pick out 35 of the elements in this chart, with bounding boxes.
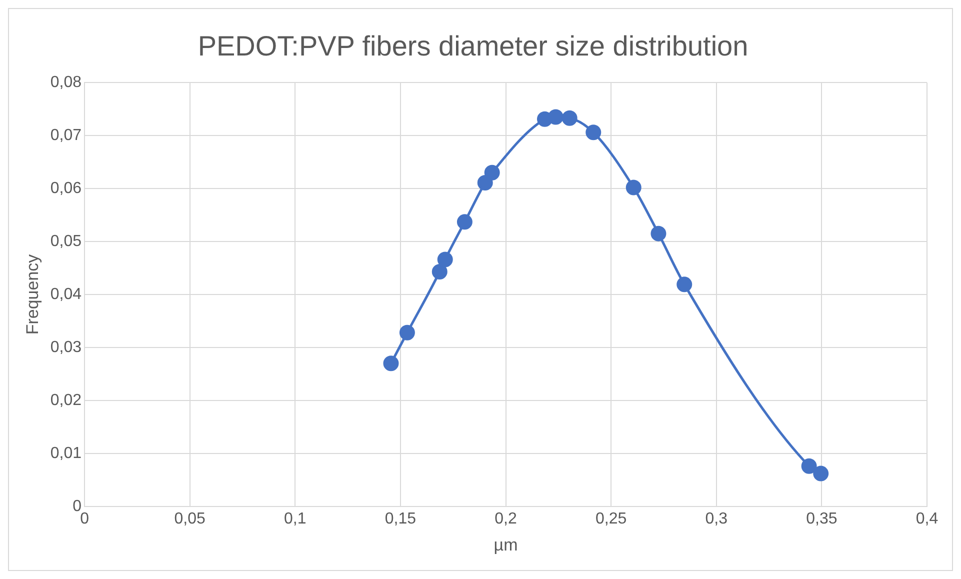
point (676, 276, 692, 292)
point (813, 466, 829, 482)
point (437, 252, 453, 268)
y-axis-title: Frequency (22, 254, 42, 335)
point (484, 164, 500, 180)
point (399, 324, 415, 340)
x-tick-label: 0,35 (806, 510, 838, 528)
y-tick-label: 0,05 (50, 232, 82, 250)
point (432, 264, 448, 280)
x-tick-label: 0,2 (494, 510, 517, 528)
y-tick-label: 0,01 (50, 444, 82, 462)
point (477, 174, 493, 190)
point (586, 124, 602, 140)
point (548, 109, 564, 125)
x-tick-label: 0,05 (174, 510, 206, 528)
x-axis-title: µm (494, 535, 518, 554)
y-tick-label: 0,07 (50, 126, 82, 144)
x-tick-label: 0,15 (384, 510, 416, 528)
point (456, 214, 472, 230)
y-tick-label: 0,06 (50, 180, 82, 197)
point (562, 110, 578, 126)
x-tick-label: 0,4 (916, 510, 938, 528)
y-tick-label: 0 (72, 498, 82, 515)
point (383, 356, 399, 372)
y-tick-label: 0,04 (50, 286, 82, 303)
x-tick-label: 0,25 (596, 510, 627, 528)
point (801, 458, 817, 474)
point (626, 180, 642, 196)
x-tick-label: 0,3 (705, 510, 728, 528)
point (650, 226, 666, 242)
chart-title: PEDOT:PVP fibers diameter size distribution (198, 30, 748, 62)
y-tick-label: 0,02 (50, 392, 82, 409)
y-tick-label: 0,03 (50, 338, 82, 356)
y-tick-label: 0,08 (50, 74, 82, 92)
x-tick-label: 0,1 (284, 510, 306, 528)
